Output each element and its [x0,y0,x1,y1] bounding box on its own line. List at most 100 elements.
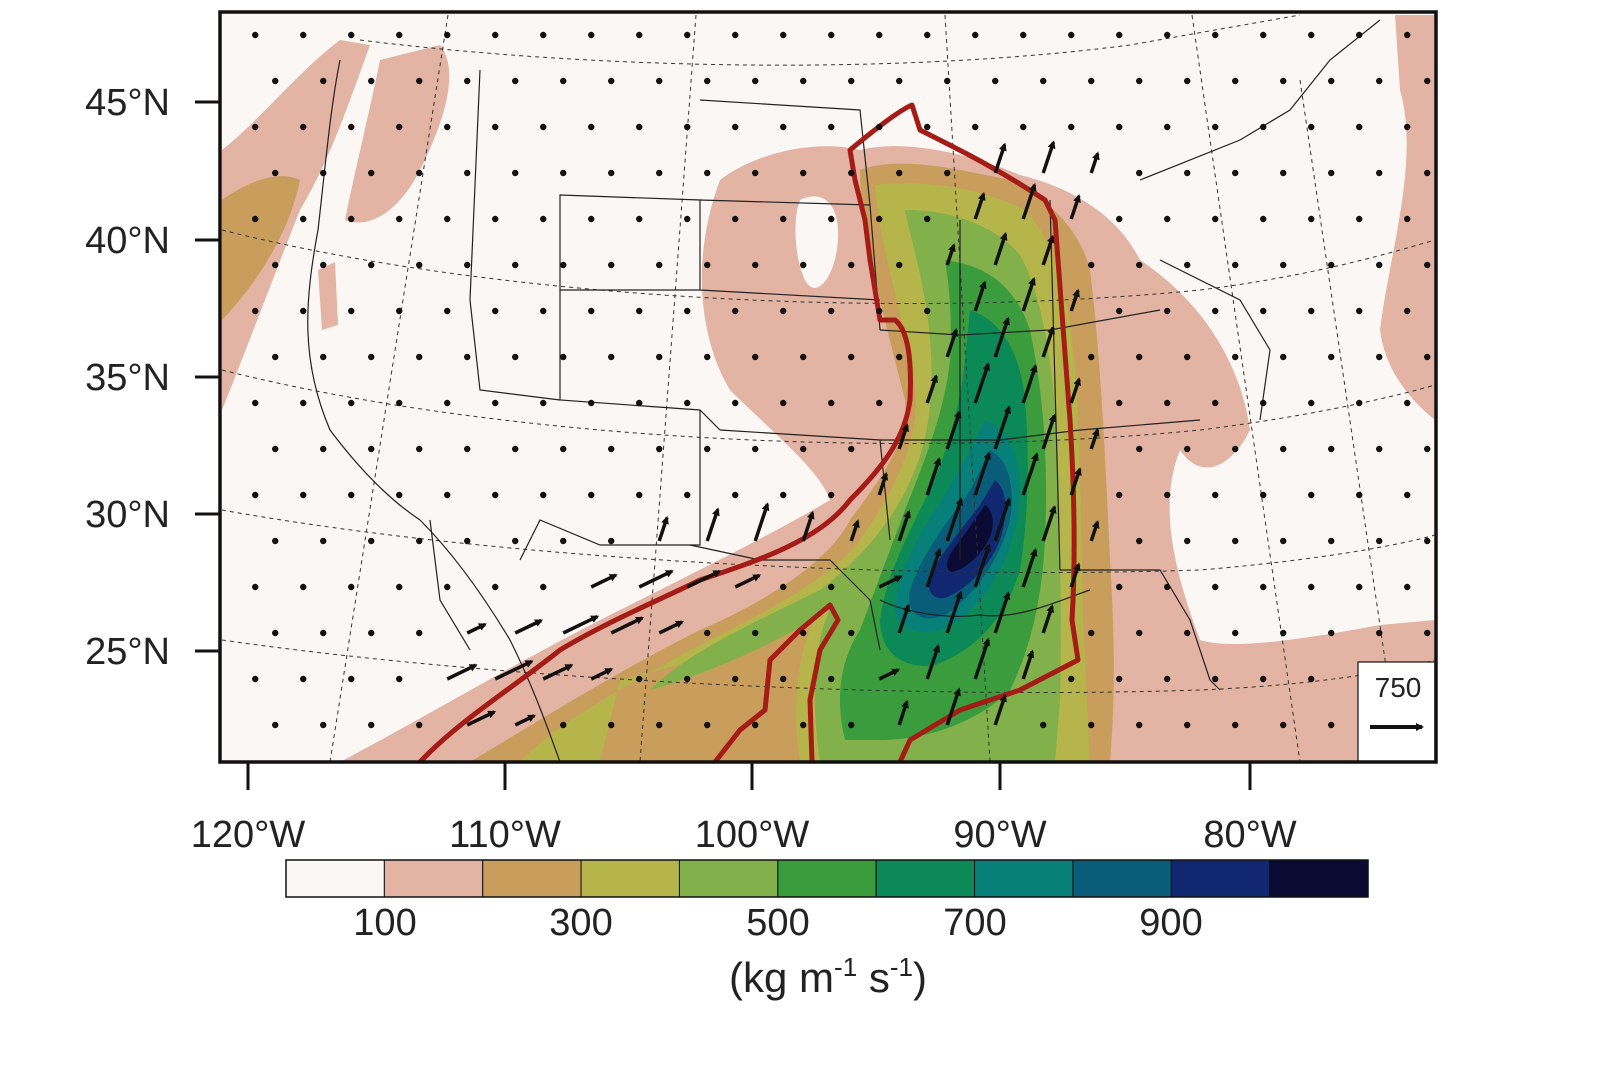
vector-dot [636,399,643,407]
lon-label-90w: 90°W [953,814,1046,856]
vector-arrow [993,316,1010,358]
colorbar-swatch [580,859,680,898]
vector-dot [1280,445,1287,453]
vector-arrow [514,618,544,635]
colorbar-label-300: 300 [549,902,612,944]
vector-dot [1424,353,1431,361]
vector-dot [464,353,471,361]
vector-dot [1328,169,1335,177]
vector-dot [492,123,499,131]
vector-dot [396,215,403,223]
vector-dot [416,353,423,361]
vector-arrow [973,362,991,404]
vector-dot [540,31,547,39]
vector-arrow [1089,520,1100,542]
vector-dot [464,445,471,453]
vector-arrow [945,497,964,542]
vector-dot [684,675,691,683]
lat-label-25: 25°N [85,631,170,673]
vector-dot [780,123,787,131]
vector-dot [800,353,807,361]
vector-arrow [945,328,959,358]
vector-dot [1088,629,1095,637]
vector-dot [924,307,931,315]
vector-dot [588,491,595,499]
vector-dot [368,537,375,545]
vector-dot [828,123,835,131]
vector-dot [464,261,471,269]
vector-dot [1212,307,1219,315]
vector-arrow [705,507,720,542]
vector-dot [608,261,615,269]
vector-dot [1280,537,1287,545]
lon-label-110w: 110°W [449,814,561,856]
vector-dot [1136,261,1143,269]
latitude-axis: 45°N 40°N 35°N 30°N 25°N [85,82,220,673]
map-frame [218,10,1438,764]
vector-arrow [590,667,614,681]
vector-dot [1328,445,1335,453]
vector-dot [944,169,951,177]
vector-dot [1136,77,1143,85]
vector-dot [848,629,855,637]
vector-dot [780,675,787,683]
vector-dot [1184,629,1191,637]
vector-dot [512,261,519,269]
vector-dot [300,31,307,39]
vector-dot [828,215,835,223]
vector-dot [684,307,691,315]
vector-dot [924,123,931,131]
vector-dot [252,399,259,407]
vector-dot [1164,399,1171,407]
vector-dot [464,169,471,177]
vector-arrow [1089,427,1100,450]
vector-dot [1424,77,1431,85]
vector-dot [780,215,787,223]
vector-dot [1376,353,1383,361]
vector-dot [1308,31,1315,39]
vector-dot [732,399,739,407]
vector-dot [272,721,279,729]
vector-dot [1116,675,1123,683]
vector-dot [396,675,403,683]
vector-arrow [925,547,942,588]
vector-dot [704,77,711,85]
vector-dot [416,445,423,453]
vector-dot [1136,537,1143,545]
vector-arrow [973,543,992,588]
vector-dot [1404,123,1411,131]
graticule [222,14,1435,762]
vector-dot [1260,399,1267,407]
vector-dot [1184,353,1191,361]
colorbar-swatch [1269,859,1369,898]
vector-dot [1212,215,1219,223]
vector-arrow [993,232,1008,266]
vector-dot [320,77,327,85]
vector-arrow [878,574,903,589]
vector-arrow [658,620,684,635]
vector-arrow [542,663,574,681]
vector-arrow [686,569,722,589]
vector-dot [560,169,567,177]
vector-dot [1308,675,1315,683]
vector-dot [704,261,711,269]
vector-arrow [1041,413,1057,450]
vector-dot [732,31,739,39]
vector-dot [1040,77,1047,85]
vector-dot [492,491,499,499]
vector-dot [752,169,759,177]
vector-dot [848,353,855,361]
vector-arrow [925,457,942,496]
vector-dot [1328,353,1335,361]
vector-dot [540,399,547,407]
vector-dot [1232,629,1239,637]
vector-dot [396,399,403,407]
vector-dot [396,31,403,39]
vector-arrow [993,591,1011,634]
lat-label-30: 30°N [85,494,170,536]
vector-dot [368,353,375,361]
vector-arrow [638,569,674,589]
vector-dot [368,445,375,453]
vector-dot [896,353,903,361]
vector-dot [416,77,423,85]
